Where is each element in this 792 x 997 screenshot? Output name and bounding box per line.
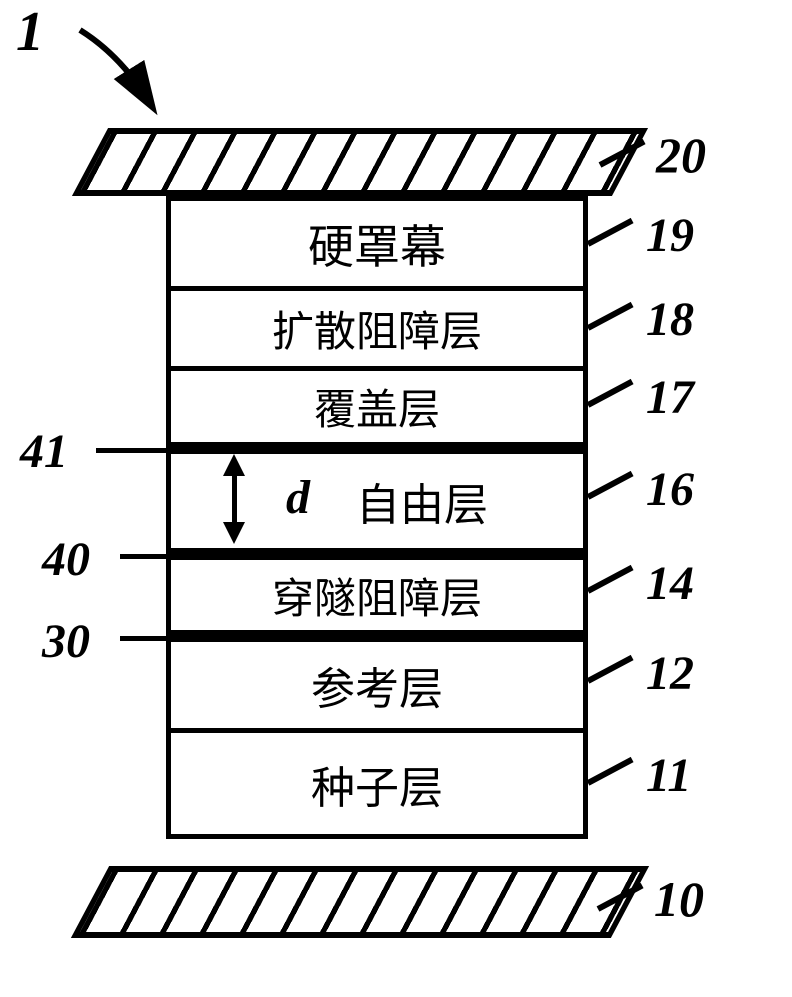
dimension-d-arrowhead-up bbox=[223, 454, 245, 476]
top-electrode-bar bbox=[72, 128, 648, 196]
tick-14 bbox=[587, 565, 634, 594]
tick-12 bbox=[587, 655, 634, 684]
dimension-d-arrowhead-down bbox=[223, 522, 245, 544]
label-14: 14 bbox=[646, 556, 694, 611]
label-10: 10 bbox=[654, 870, 704, 928]
layer-diffusion-barrier: 扩散阻障层 bbox=[166, 286, 588, 366]
layer-seed: 种子层 bbox=[166, 728, 588, 834]
tick-17 bbox=[587, 379, 634, 408]
bottom-electrode-bar bbox=[71, 866, 649, 938]
dimension-d-letter: d bbox=[286, 470, 310, 525]
tick-11 bbox=[587, 757, 634, 786]
layer-cap-label: 覆盖层 bbox=[314, 376, 440, 437]
label-30: 30 bbox=[42, 614, 90, 669]
tick-16 bbox=[587, 471, 634, 500]
diagram-canvas: 1 20 硬罩幕 19 扩散阻障层 18 覆盖层 17 自由层 16 穿隧阻障层… bbox=[0, 0, 792, 997]
label-18: 18 bbox=[646, 292, 694, 347]
layer-tunnel-barrier: 穿隧阻障层 bbox=[166, 548, 588, 630]
layer-cap: 覆盖层 bbox=[166, 366, 588, 442]
tick-18 bbox=[587, 302, 634, 331]
label-40: 40 bbox=[42, 532, 90, 587]
tick-19 bbox=[587, 218, 634, 247]
leader-30 bbox=[120, 636, 168, 641]
label-11: 11 bbox=[646, 748, 691, 803]
layer-free-label: 自由层 bbox=[356, 469, 488, 533]
layer-hardmask: 硬罩幕 bbox=[166, 196, 588, 286]
leader-41 bbox=[96, 448, 168, 453]
layer-hardmask-label: 硬罩幕 bbox=[308, 211, 446, 277]
label-16: 16 bbox=[646, 462, 694, 517]
layer-tunnel-label: 穿隧阻障层 bbox=[272, 565, 482, 626]
layer-reference: 参考层 bbox=[166, 630, 588, 728]
layer-seed-label: 种子层 bbox=[311, 752, 443, 816]
layer-reference-label: 参考层 bbox=[311, 653, 443, 717]
label-12: 12 bbox=[646, 646, 694, 701]
leader-40 bbox=[120, 554, 168, 559]
label-17: 17 bbox=[646, 370, 694, 425]
dimension-d-line bbox=[232, 468, 237, 530]
layer-seed-bottom-border bbox=[166, 834, 588, 839]
label-20: 20 bbox=[656, 126, 706, 184]
label-41: 41 bbox=[20, 424, 68, 479]
layer-diffusion-label: 扩散阻障层 bbox=[272, 298, 482, 359]
label-19: 19 bbox=[646, 208, 694, 263]
